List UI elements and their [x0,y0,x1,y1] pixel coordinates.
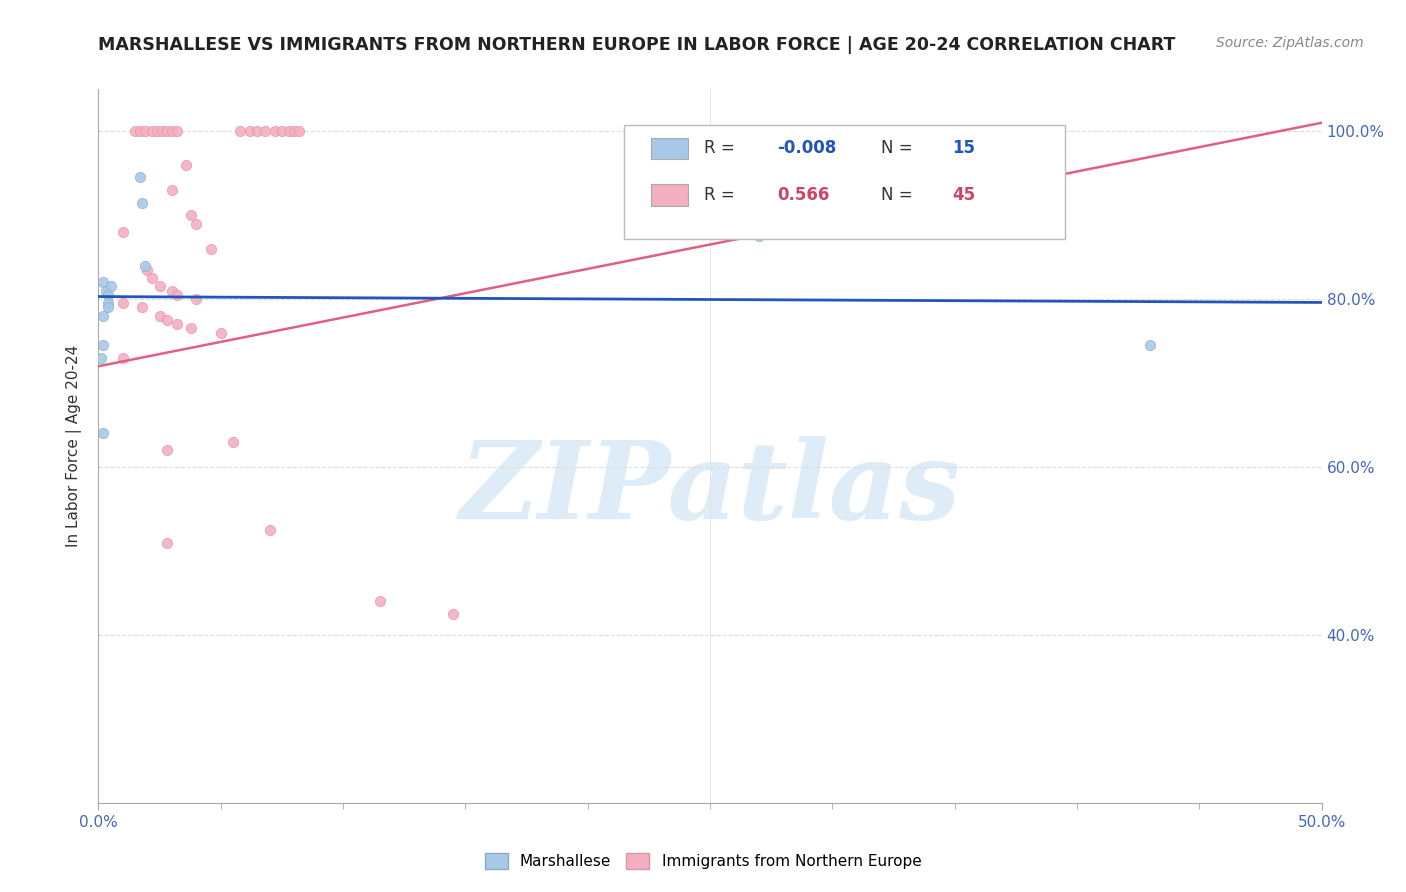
Point [180,321,202,335]
Point [149,279,172,293]
Text: -0.008: -0.008 [778,139,837,157]
Text: 0.566: 0.566 [778,186,830,203]
Point [156,313,179,327]
Text: 45: 45 [952,186,976,203]
Point [91,309,114,323]
FancyBboxPatch shape [624,125,1064,239]
Point [124,124,146,138]
Point [166,124,188,138]
Text: R =: R = [704,186,735,203]
Point [246,124,269,138]
Text: ZIPatlas: ZIPatlas [460,436,960,541]
Point [229,124,252,138]
Point [97,301,120,315]
Bar [651,137,688,159]
Point [91,338,114,352]
Point [97,288,120,302]
Point [149,309,172,323]
Point [111,351,134,365]
Point [94,284,117,298]
Point [253,124,276,138]
Point [160,183,183,197]
Text: 15: 15 [952,139,976,157]
Bar [651,184,688,205]
Point [91,426,114,441]
Point [90,351,112,365]
Point [156,124,179,138]
Point [156,443,179,458]
Point [150,124,173,138]
Text: Source: ZipAtlas.com: Source: ZipAtlas.com [1216,36,1364,50]
Point [186,292,208,306]
Point [97,296,120,310]
Point [368,594,391,608]
Text: R =: R = [704,139,735,157]
Point [278,124,301,138]
Point [283,124,305,138]
Point [146,124,169,138]
Text: N =: N = [882,139,912,157]
Point [131,195,153,210]
Point [91,275,114,289]
Point [156,535,179,549]
Point [259,523,281,537]
Point [263,124,285,138]
Point [100,279,122,293]
Point [129,124,152,138]
Y-axis label: In Labor Force | Age 20-24: In Labor Force | Age 20-24 [66,345,83,547]
Point [111,225,134,239]
Point [141,124,163,138]
Point [441,607,464,621]
Point [134,259,156,273]
Point [222,434,245,449]
Point [160,124,183,138]
Point [166,318,188,332]
Text: N =: N = [882,186,912,203]
Point [200,242,222,256]
Point [176,158,198,172]
Text: MARSHALLESE VS IMMIGRANTS FROM NORTHERN EUROPE IN LABOR FORCE | AGE 20-24 CORREL: MARSHALLESE VS IMMIGRANTS FROM NORTHERN … [98,36,1175,54]
Point [160,284,183,298]
Point [270,124,294,138]
Point [131,301,153,315]
Point [209,326,232,340]
Legend: Marshallese, Immigrants from Northern Europe: Marshallese, Immigrants from Northern Eu… [478,847,928,875]
Point [111,296,134,310]
Point [134,124,156,138]
Point [239,124,262,138]
Point [186,217,208,231]
Point [180,208,202,222]
Point [288,124,311,138]
Point [136,262,159,277]
Point [1139,338,1161,352]
Point [748,229,770,244]
Point [141,271,163,285]
Point [166,288,188,302]
Point [129,170,152,185]
